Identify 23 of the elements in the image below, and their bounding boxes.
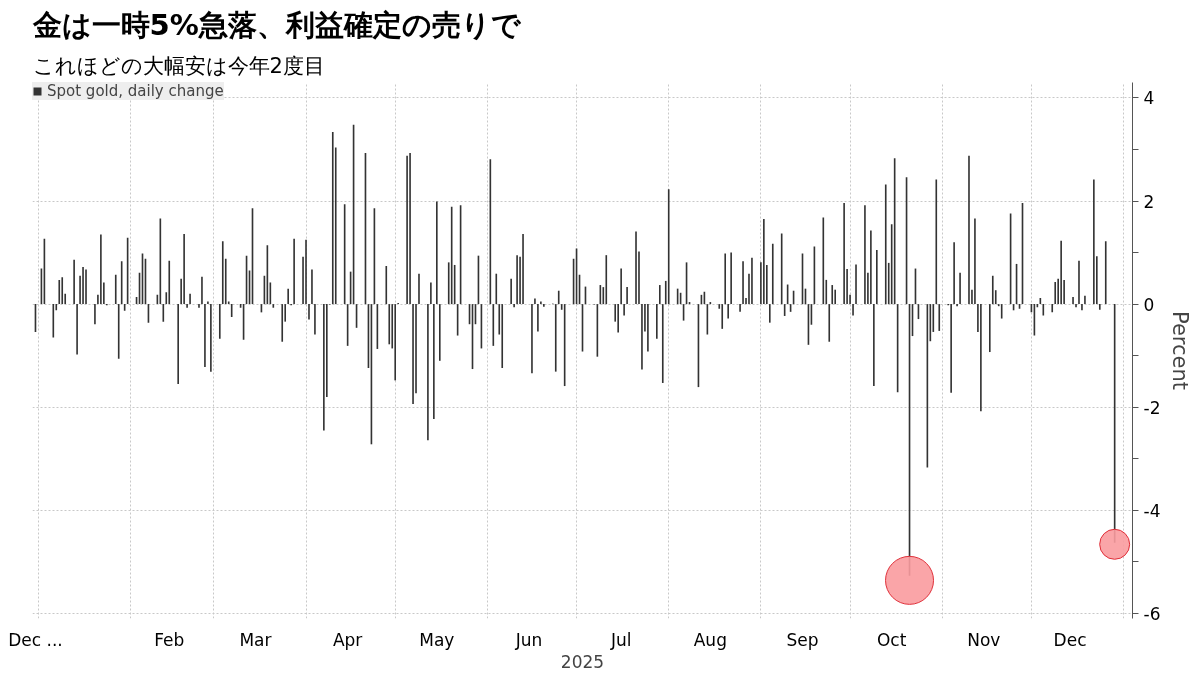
x-tick-label: Aug xyxy=(693,629,727,650)
legend-label: Spot gold, daily change xyxy=(47,82,224,100)
x-tick-label: Sep xyxy=(786,629,819,650)
x-tick-label: Mar xyxy=(239,629,272,650)
x-tick-label: Oct xyxy=(876,629,907,650)
x-tick-label: Jun xyxy=(514,629,543,650)
y-tick-label: -2 xyxy=(1143,397,1161,418)
y-tick-label: -6 xyxy=(1143,603,1161,624)
x-tick-label: May xyxy=(419,629,455,650)
y-tick-label: -4 xyxy=(1143,500,1161,521)
chart-title: 金は一時5%急落、利益確定の売りで xyxy=(31,7,522,42)
y-tick-label: 0 xyxy=(1143,294,1155,315)
x-tick-label: Dec xyxy=(1053,629,1087,650)
chart-subtitle: これほどの大幅安は今年2度目 xyxy=(32,53,325,78)
x-tick-label: Dec ... xyxy=(8,629,63,650)
x-tick-label: Nov xyxy=(967,629,1001,650)
x-tick-label: Jul xyxy=(609,629,632,650)
x-axis-title: 2025 xyxy=(560,651,605,672)
x-tick-label: Apr xyxy=(332,629,363,650)
x-tick-label: Feb xyxy=(154,629,185,650)
y-tick-label: 4 xyxy=(1143,88,1155,109)
y-axis-title: Percent xyxy=(1168,310,1193,391)
y-tick-label: 2 xyxy=(1143,191,1155,212)
